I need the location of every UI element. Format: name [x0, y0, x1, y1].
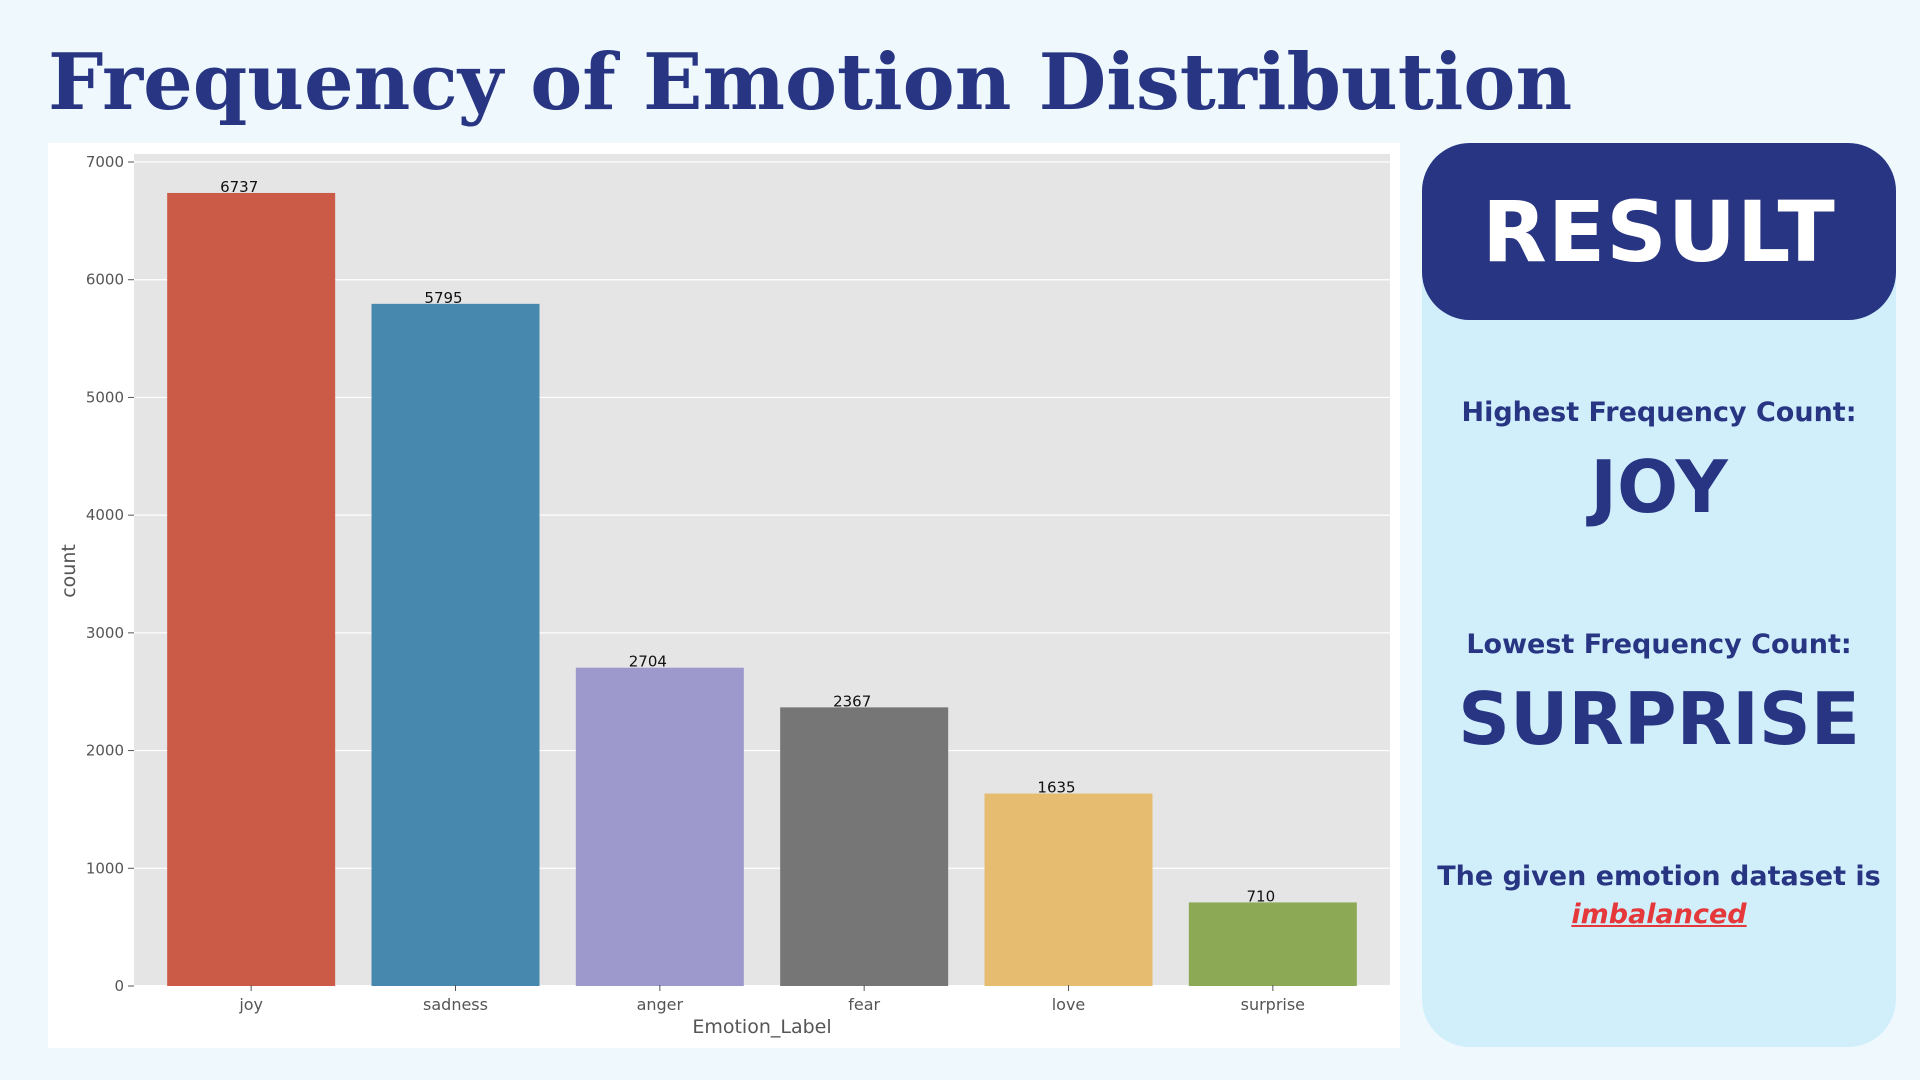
x-tick-label-fear: fear: [848, 995, 880, 1014]
page-title: Frequency of Emotion Distribution: [48, 37, 1573, 128]
bar-chart: 0 1000 2000 3000 4000 5000 6000 7000 6737 joy 5795…: [58, 153, 1390, 1038]
bar-sadness: [371, 303, 540, 986]
x-tick-label-joy: joy: [238, 995, 263, 1014]
y-tick-label: 1000: [86, 859, 124, 877]
result-header: RESULT: [1422, 143, 1896, 320]
y-tick-label: 2000: [86, 742, 124, 760]
plot-area: [134, 154, 1390, 985]
result-panel: RESULT Highest Frequency Count: JOY Lowe…: [1422, 143, 1896, 1047]
highest-frequency-label: Highest Frequency Count:: [1461, 397, 1857, 428]
lowest-frequency-label: Lowest Frequency Count:: [1466, 629, 1852, 660]
conclusion-text: The given emotion dataset is imbalanced: [1422, 858, 1896, 934]
bar-love: [984, 793, 1153, 986]
conclusion-prefix: The given emotion dataset is: [1437, 861, 1881, 892]
bar-anger: [575, 667, 744, 986]
y-axis-label: count: [58, 544, 80, 598]
y-tick-label: 6000: [86, 271, 124, 289]
result-title: RESULT: [1482, 182, 1836, 281]
x-tick-label-love: love: [1052, 995, 1086, 1014]
y-tick-label: 5000: [86, 388, 124, 406]
highest-frequency-value: JOY: [1590, 445, 1728, 529]
data-label-sadness: 5795: [424, 289, 462, 307]
x-tick-label-surprise: surprise: [1241, 995, 1305, 1014]
x-axis-label: Emotion_Label: [692, 1016, 831, 1038]
y-tick-label: 0: [114, 977, 124, 995]
data-label-anger: 2704: [629, 653, 667, 671]
data-label-fear: 2367: [833, 692, 871, 710]
x-tick-label-anger: anger: [637, 995, 684, 1014]
bar-surprise: [1188, 902, 1357, 986]
bar-chart-panel: 0 1000 2000 3000 4000 5000 6000 7000 6737 joy 5795…: [48, 143, 1400, 1048]
bar-fear: [780, 707, 949, 986]
bar-joy: [167, 192, 336, 986]
y-tick-label: 3000: [86, 624, 124, 642]
lowest-frequency-value: SURPRISE: [1458, 677, 1860, 761]
x-tick-label-sadness: sadness: [423, 995, 488, 1014]
data-label-love: 1635: [1037, 779, 1075, 797]
conclusion-highlight: imbalanced: [1571, 899, 1747, 930]
data-label-surprise: 710: [1247, 887, 1276, 905]
y-tick-label: 4000: [86, 506, 124, 524]
y-tick-label: 7000: [86, 153, 124, 171]
data-label-joy: 6737: [220, 178, 258, 196]
